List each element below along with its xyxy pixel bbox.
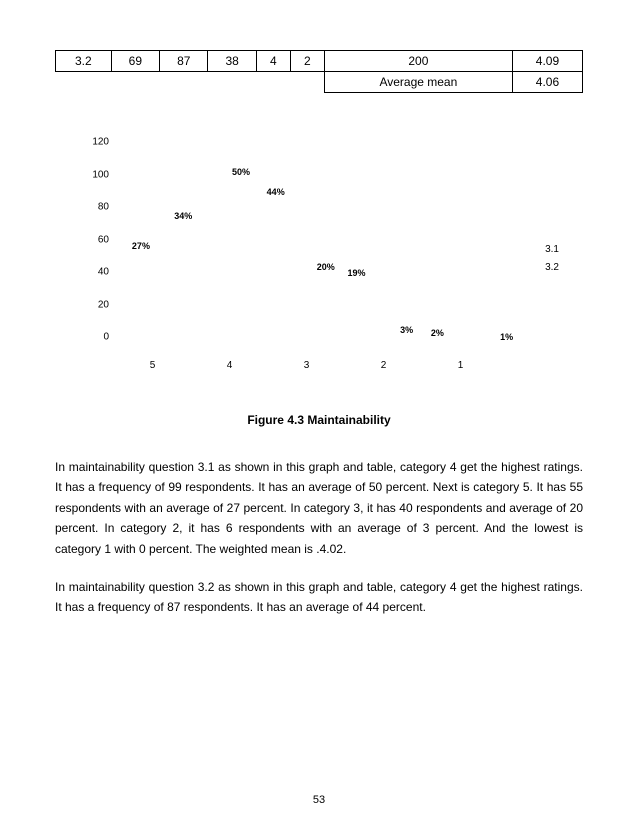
paragraph: In maintainability question 3.1 as shown…	[55, 457, 583, 559]
paragraph: In maintainability question 3.2 as shown…	[55, 577, 583, 618]
y-tick: 100	[92, 169, 109, 180]
x-tick: 1	[458, 360, 464, 371]
cell: 69	[111, 51, 159, 72]
y-tick: 80	[98, 202, 109, 213]
plot-area: 27%34%50%44%20%19%3%2%1%	[114, 153, 499, 348]
x-tick: 2	[381, 360, 387, 371]
bar-label: 3%	[400, 325, 413, 335]
bar-label: 44%	[267, 187, 285, 197]
bar-label: 50%	[232, 167, 250, 177]
bar-label: 34%	[174, 211, 192, 221]
y-axis: 020406080100120	[79, 153, 109, 373]
table-row: 3.2 69 87 38 4 2 200 4.09	[56, 51, 583, 72]
figure-caption: Figure 4.3 Maintainability	[55, 413, 583, 427]
legend: 3.1 3.2	[545, 241, 559, 277]
legend-item: 3.1	[545, 241, 559, 259]
table-row: Average mean 4.06	[56, 72, 583, 93]
data-table-wrap: 3.2 69 87 38 4 2 200 4.09 Average mean 4…	[55, 50, 583, 93]
bar-label: 19%	[348, 268, 366, 278]
maintainability-chart: 020406080100120 27%34%50%44%20%19%3%2%1%…	[79, 153, 559, 373]
x-tick: 4	[227, 360, 233, 371]
page-number: 53	[313, 794, 325, 806]
cell: 38	[208, 51, 256, 72]
data-table: 3.2 69 87 38 4 2 200 4.09 Average mean 4…	[55, 50, 583, 93]
y-tick: 20	[98, 299, 109, 310]
cell: 87	[160, 51, 208, 72]
legend-item: 3.2	[545, 259, 559, 277]
cell: 200	[324, 51, 512, 72]
y-tick: 0	[103, 332, 109, 343]
x-tick: 3	[304, 360, 310, 371]
x-tick: 5	[150, 360, 156, 371]
cell: 3.2	[56, 51, 112, 72]
y-tick: 40	[98, 267, 109, 278]
cell: 4.06	[512, 72, 582, 93]
cell: 2	[290, 51, 324, 72]
cell: 4.09	[512, 51, 582, 72]
x-axis: 5 4 3 2 1	[114, 353, 499, 373]
bar-label: 1%	[500, 332, 513, 342]
y-tick: 120	[92, 137, 109, 148]
bar-label: 2%	[431, 328, 444, 338]
bar-label: 27%	[132, 241, 150, 251]
cell: 4	[256, 51, 290, 72]
cell: Average mean	[324, 72, 512, 93]
y-tick: 60	[98, 234, 109, 245]
bar-label: 20%	[317, 262, 335, 272]
